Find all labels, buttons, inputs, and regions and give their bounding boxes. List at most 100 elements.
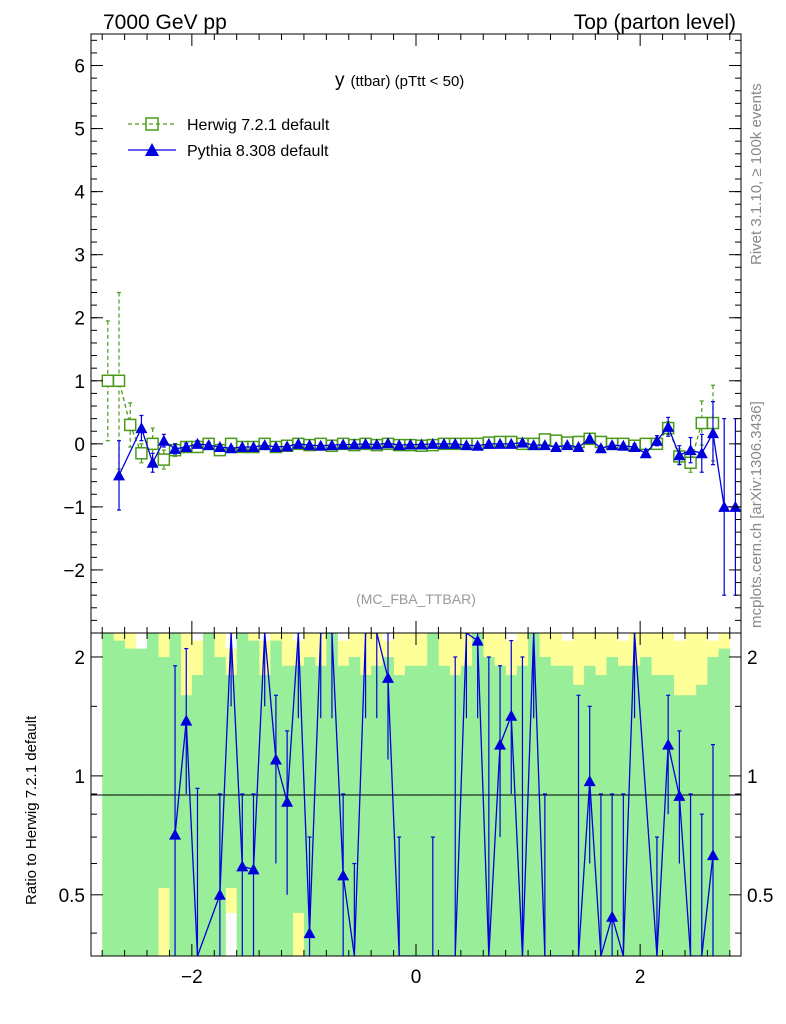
main-axis-ticks: −2 −1 0 1 2 3 4 5 6 — [63, 34, 741, 634]
data-point — [112, 374, 126, 388]
ratio-data-point — [673, 789, 686, 801]
ratio-data-point — [269, 753, 282, 765]
band-green — [292, 665, 305, 913]
ratio-axis-ticks: 0.5 0.5 1 1 2 2 −2 0 2 — [59, 633, 773, 988]
plot-title-main: y (ttbar) (pTtt < 50) — [335, 70, 464, 91]
ratio-data-point — [236, 860, 249, 872]
data-point — [606, 439, 619, 451]
data-point — [415, 438, 428, 450]
legend-entry-pythia: Pythia 8.308 default — [128, 143, 329, 160]
data-point — [180, 440, 193, 452]
data-point — [101, 374, 115, 388]
data-point — [169, 442, 182, 454]
ratio-data-point — [505, 709, 518, 721]
ratio-data-point — [180, 714, 193, 726]
x-tick-label: 2 — [635, 967, 646, 988]
data-point — [673, 449, 686, 461]
data-point — [381, 437, 394, 449]
data-point — [650, 434, 663, 446]
title-y: y — [335, 70, 345, 91]
band-green — [348, 656, 361, 956]
x-tick-label: 0 — [411, 967, 422, 988]
data-point — [269, 440, 282, 452]
band-green — [303, 656, 316, 956]
data-point — [359, 437, 372, 449]
data-point — [292, 437, 305, 449]
y-tick-label: −1 — [63, 498, 85, 519]
watermark: (MC_FBA_TTBAR) — [356, 591, 476, 607]
y-tick-label: 2 — [74, 309, 85, 330]
data-point — [516, 436, 529, 448]
data-point — [146, 456, 159, 468]
band-green — [113, 640, 125, 956]
ratio-data-point — [247, 863, 260, 875]
ratio-data-point — [706, 849, 719, 861]
data-point — [695, 447, 708, 459]
data-point — [684, 444, 697, 456]
data-point — [426, 437, 439, 449]
data-point — [527, 439, 540, 451]
data-point — [281, 440, 294, 452]
ratio-data-point — [471, 634, 484, 646]
rivet-label: Rivet 3.1.10, ≥ 100k events — [748, 83, 765, 265]
data-point — [438, 437, 451, 449]
data-point — [505, 437, 518, 449]
y-tick-label: −2 — [63, 561, 85, 582]
data-point — [135, 422, 148, 434]
band-green — [550, 665, 562, 956]
data-point — [617, 439, 630, 451]
band-green — [158, 656, 170, 889]
ratio-data-point — [662, 738, 675, 750]
data-point — [460, 439, 473, 451]
header-right: Top (parton level) — [574, 11, 736, 34]
data-point — [404, 438, 417, 450]
legend-herwig-label: Herwig 7.2.1 default — [187, 117, 330, 134]
band-green — [662, 675, 675, 956]
ratio-ylabel: Ratio to Herwig 7.2.1 default — [23, 715, 40, 905]
ratio-data-point — [606, 910, 619, 922]
data-point — [494, 437, 507, 449]
data-point — [393, 439, 406, 451]
band-green — [640, 656, 652, 956]
band-green — [135, 648, 148, 956]
y-tick-label: 3 — [74, 246, 85, 267]
y-tick-label: 5 — [74, 120, 85, 141]
data-point — [538, 439, 551, 451]
data-point — [191, 437, 204, 449]
data-point — [157, 434, 170, 446]
legend-herwig-marker — [145, 117, 159, 131]
data-point — [583, 432, 596, 444]
y-tick-label: 0 — [74, 435, 85, 456]
data-point — [225, 442, 238, 454]
ratio-data-point — [303, 927, 316, 939]
ratio-data-point — [169, 828, 182, 840]
ratio-y-tick-label-right: 1 — [747, 767, 758, 788]
band-green — [180, 695, 193, 956]
data-point — [706, 427, 719, 439]
ratio-y-tick-label-right: 0.5 — [747, 886, 773, 907]
data-point — [718, 500, 731, 512]
ratio-plot-panel: 0.5 0.5 1 1 2 2 −2 0 2 Ratio to Herwig 7.2.1 def… — [23, 632, 773, 988]
data-point — [202, 439, 215, 451]
data-point — [639, 447, 652, 459]
band-green — [259, 675, 271, 956]
data-point — [471, 439, 484, 451]
ratio-data-point — [281, 795, 294, 807]
data-point — [449, 437, 462, 449]
data-point — [157, 453, 171, 466]
ratio-y-tick-label-left: 1 — [74, 767, 85, 788]
ratio-data-point — [337, 869, 350, 881]
data-point — [113, 469, 126, 481]
legend-pythia-label: Pythia 8.308 default — [187, 143, 329, 160]
data-point — [594, 442, 607, 454]
ratio-data-point — [213, 888, 226, 900]
data-point — [135, 447, 148, 460]
header-left: 7000 GeV pp — [103, 11, 227, 34]
data-point — [662, 420, 675, 432]
data-point — [325, 439, 338, 451]
data-point — [337, 438, 350, 450]
data-point — [572, 440, 585, 452]
band-green — [225, 675, 237, 889]
data-point — [348, 438, 361, 450]
